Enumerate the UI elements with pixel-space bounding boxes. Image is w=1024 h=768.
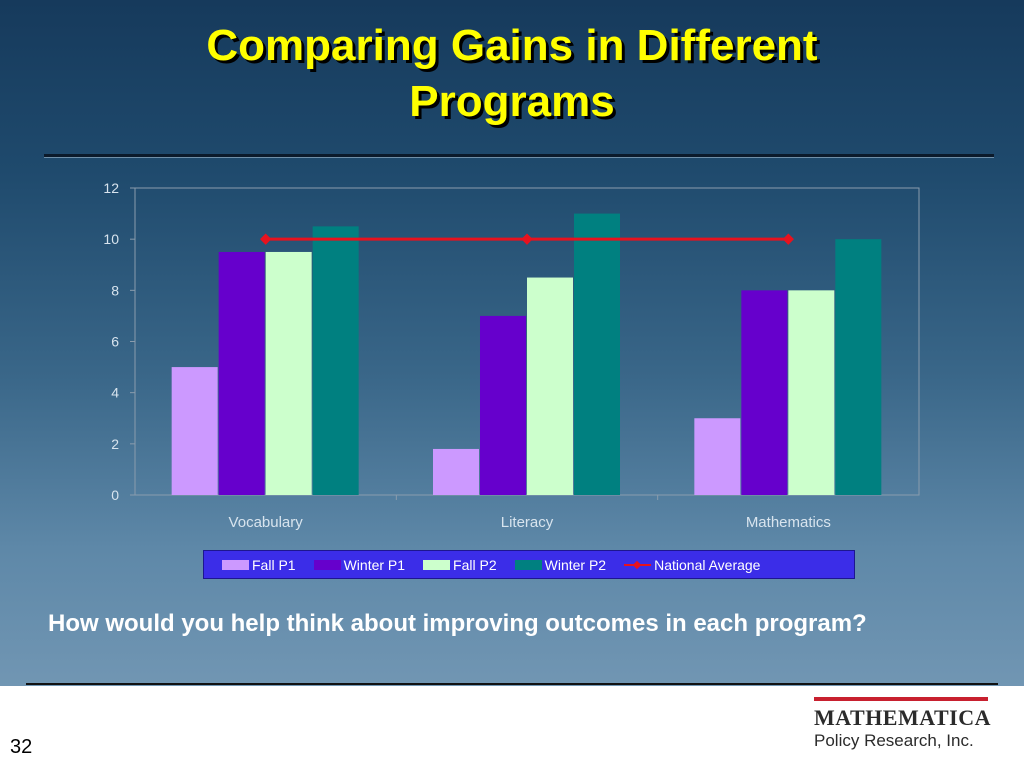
slide-title: Comparing Gains in Different Programs (0, 18, 1024, 130)
y-tick-label: 4 (111, 385, 119, 401)
bar-fall-p2-mathematics (788, 290, 835, 495)
legend-label-winter-p2: Winter P2 (544, 556, 607, 573)
page-number: 32 (10, 736, 33, 758)
y-tick-label: 8 (111, 282, 119, 298)
legend-item-winter-p1: Winter P1 (313, 556, 406, 573)
slide-title-line2: Programs (409, 77, 615, 126)
y-tick-label: 12 (103, 180, 119, 196)
legend-item-fall-p2: Fall P2 (423, 557, 497, 573)
legend-line-national-average (624, 560, 652, 570)
bar-winter-p1-mathematics (741, 290, 788, 495)
bar-winter-p1-vocabulary (218, 251, 265, 495)
title-divider (44, 154, 994, 157)
bar-chart: 0 2 4 6 8 10 12 Vocabulary Literacy Mathematics (103, 180, 920, 531)
logo-sub-text: Policy Research, Inc. (814, 731, 974, 750)
national-average-marker (782, 233, 794, 245)
y-tick-label: 6 (111, 334, 119, 350)
logo-main-text: MATHEMATICA (814, 705, 992, 730)
bar-fall-p1-literacy (433, 448, 479, 495)
x-tick-label: Literacy (501, 514, 554, 531)
mathematica-logo: MATHEMATICA Policy Research, Inc. (814, 697, 992, 751)
x-tick-label: Mathematics (746, 514, 831, 531)
bar-fall-p2-vocabulary (265, 251, 312, 495)
logo-red-bar (814, 697, 988, 701)
legend-label-winter-p1: Winter P1 (343, 556, 406, 573)
bar-fall-p1-vocabulary (171, 367, 218, 495)
bar-winter-p2-literacy (574, 213, 620, 496)
bar-winter-p2-vocabulary (312, 226, 359, 495)
legend-swatch-winter-p1 (313, 559, 341, 570)
legend-item-national-average: National Average (624, 557, 760, 573)
legend-swatch-fall-p2 (423, 559, 451, 570)
legend-label-national-average: National Average (654, 556, 761, 573)
legend-swatch-winter-p2 (514, 559, 542, 570)
bar-fall-p1-mathematics (694, 418, 741, 495)
national-average-marker (260, 233, 272, 245)
y-tick-label: 2 (111, 436, 119, 452)
y-tick-label: 0 (111, 487, 119, 503)
legend-swatch-fall-p1 (222, 559, 249, 570)
chart-legend: Fall P1 Winter P1 Fall P2 Winter P2 Nati… (203, 550, 855, 579)
question-text: How would you help think about improving… (48, 610, 867, 637)
bar-winter-p1-literacy (480, 315, 526, 495)
bar-fall-p2-literacy (527, 277, 573, 495)
slide-title-line1: Comparing Gains in Different (206, 21, 818, 70)
y-tick-label: 10 (103, 231, 119, 247)
legend-label-fall-p2: Fall P2 (453, 556, 497, 573)
national-average-marker (521, 233, 533, 245)
legend-item-fall-p1: Fall P1 (222, 557, 296, 573)
bar-winter-p2-mathematics (835, 239, 882, 495)
x-tick-label: Vocabulary (229, 514, 304, 531)
legend-item-winter-p2: Winter P2 (514, 556, 607, 573)
bottom-divider (26, 683, 998, 685)
legend-label-fall-p1: Fall P1 (252, 556, 296, 573)
